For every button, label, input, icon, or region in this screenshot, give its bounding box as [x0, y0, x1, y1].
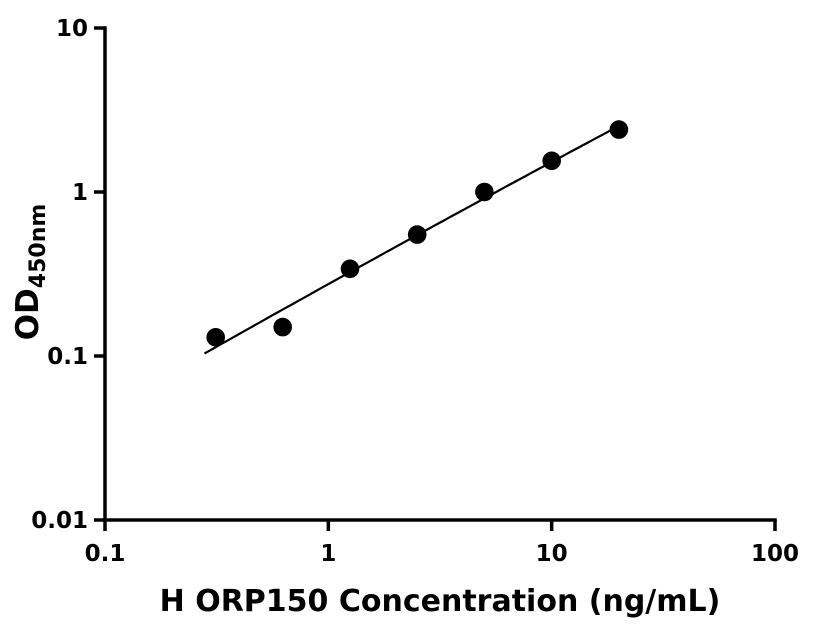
y-tick-label: 10 — [56, 16, 88, 42]
y-axis-title-main: OD — [10, 288, 46, 340]
x-tick-label: 10 — [536, 541, 568, 567]
data-point — [475, 182, 494, 202]
data-point — [273, 317, 293, 337]
data-point — [340, 259, 360, 279]
x-axis-title: H ORP150 Concentration (ng/mL) — [160, 584, 721, 619]
data-point — [542, 151, 561, 171]
plot-area: 0.1 1 10 100 0.01 0.1 1 10 — [31, 16, 799, 567]
axis-spines — [103, 26, 777, 522]
x-tick-label: 0.1 — [85, 541, 126, 567]
data-point — [609, 120, 629, 139]
y-tick-label: 0.01 — [31, 508, 88, 534]
y-tick-label: 1 — [72, 180, 88, 206]
data-point — [407, 225, 427, 244]
x-tick-label: 100 — [751, 541, 799, 567]
y-tick-label: 0.1 — [47, 344, 88, 370]
data-point — [206, 328, 225, 347]
y-axis-title-sub: 450nm — [26, 204, 51, 289]
x-tick-label: 1 — [320, 541, 336, 567]
y-axis-title: OD450nm — [10, 204, 51, 341]
axes: 0.1 1 10 100 0.01 0.1 1 10 H ORP150 Concentrati… — [10, 16, 799, 619]
